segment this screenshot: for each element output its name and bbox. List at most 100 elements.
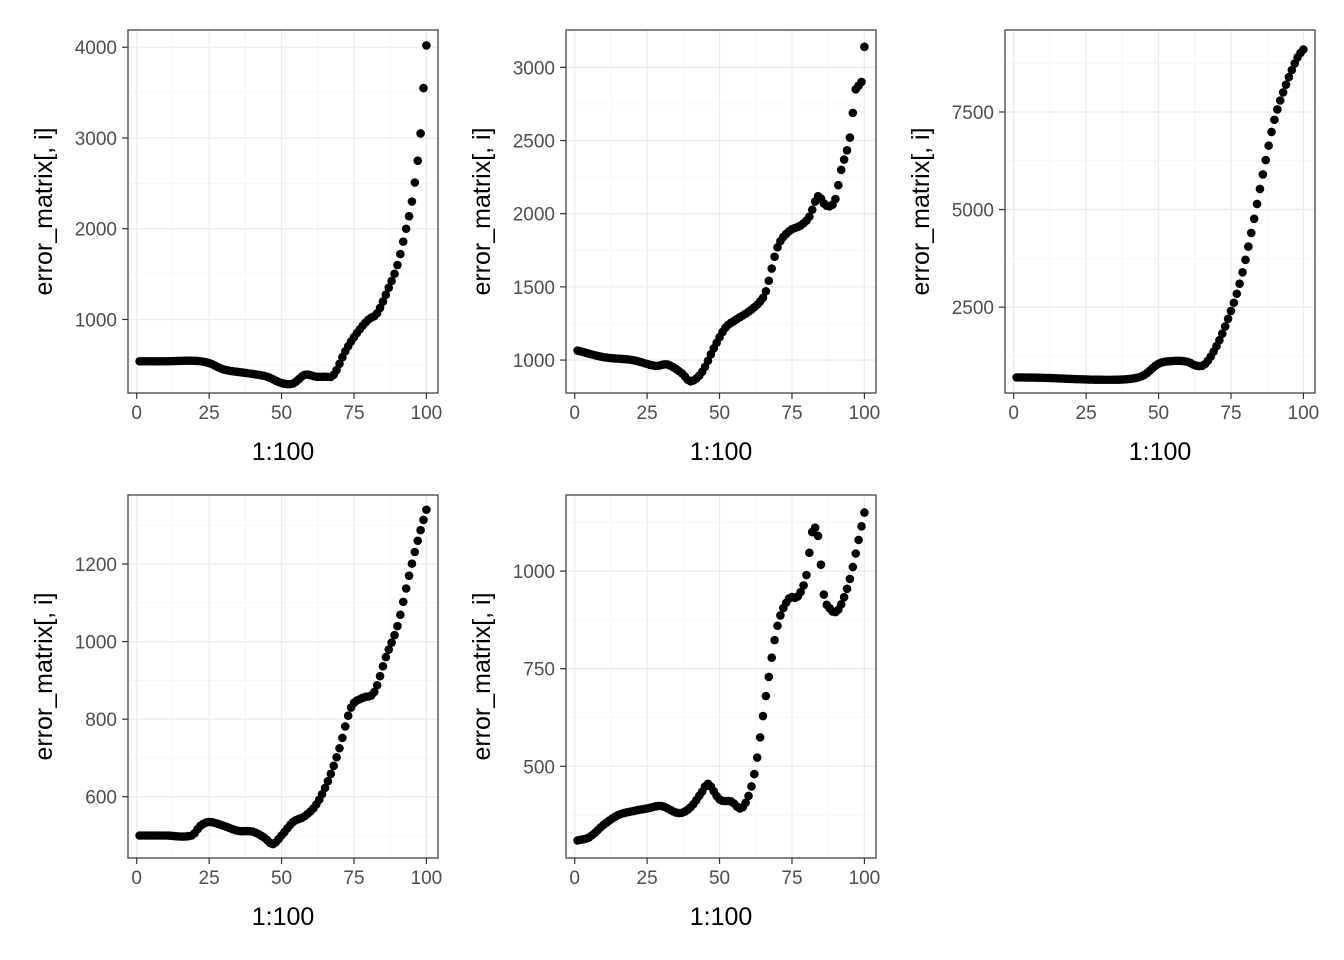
x-tick-label: 0 <box>569 868 580 889</box>
data-point <box>1284 72 1294 82</box>
data-point <box>802 570 811 580</box>
x-tick-label: 25 <box>199 403 220 424</box>
data-point <box>387 276 396 286</box>
y-axis-title: error_matrix[, i] <box>907 127 935 295</box>
data-point <box>422 505 431 515</box>
y-tick-label: 2500 <box>952 298 994 319</box>
data-point <box>799 581 808 590</box>
data-point <box>805 212 814 221</box>
x-axis-title: 1:100 <box>252 903 315 931</box>
data-point <box>381 652 391 662</box>
y-tick-label: 2500 <box>513 132 555 153</box>
data-point <box>758 293 768 303</box>
data-point <box>767 653 776 663</box>
y-tick-label: 2000 <box>513 205 555 226</box>
x-tick-label: 0 <box>1008 403 1019 424</box>
data-point <box>1215 335 1224 345</box>
data-point <box>750 769 759 779</box>
x-axis-title: 1:100 <box>690 438 753 466</box>
data-point <box>419 515 428 525</box>
panel-background <box>128 30 438 393</box>
y-tick-label: 500 <box>523 757 555 778</box>
x-tick-label: 75 <box>343 403 364 424</box>
data-points <box>1012 45 1308 385</box>
data-point <box>1252 199 1262 209</box>
x-tick-label: 50 <box>271 403 292 424</box>
x-tick-label: 25 <box>1076 403 1097 424</box>
data-point <box>372 680 382 690</box>
data-point <box>845 574 855 584</box>
data-point <box>378 297 388 306</box>
data-point <box>416 525 425 535</box>
data-point <box>1223 314 1233 324</box>
panel-border <box>565 29 877 394</box>
data-point <box>396 249 405 259</box>
data-point <box>1270 115 1279 125</box>
x-tick-label: 50 <box>271 868 292 889</box>
y-axis-title: error_matrix[, i] <box>30 127 58 295</box>
x-tick-label: 100 <box>1288 403 1320 424</box>
data-point <box>848 108 858 118</box>
data-point <box>335 359 344 369</box>
data-point <box>752 753 762 762</box>
x-tick-label: 75 <box>781 403 802 424</box>
data-point <box>773 621 782 631</box>
data-point <box>770 252 779 262</box>
y-tick-label: 600 <box>85 788 117 809</box>
data-point <box>857 522 866 531</box>
data-point <box>384 645 394 654</box>
x-tick-label: 0 <box>569 403 580 424</box>
data-point <box>404 211 414 221</box>
y-tick-label: 5000 <box>952 201 994 222</box>
data-point <box>1273 105 1282 114</box>
x-tick-label: 100 <box>411 403 443 424</box>
data-point <box>1281 80 1291 89</box>
data-point <box>1299 45 1308 54</box>
data-point <box>764 672 774 682</box>
data-point <box>401 584 411 593</box>
data-point <box>834 180 843 190</box>
data-point <box>1261 155 1271 165</box>
data-point <box>401 224 411 234</box>
data-point <box>390 269 399 279</box>
x-tick-label: 0 <box>131 403 142 424</box>
data-point <box>761 691 771 701</box>
data-points <box>573 508 869 845</box>
x-tick-label: 100 <box>411 868 443 889</box>
x-axis-title: 1:100 <box>252 438 315 466</box>
y-axis-title: error_matrix[, i] <box>30 592 58 760</box>
data-point <box>398 597 408 607</box>
y-tick-label: 3000 <box>75 129 117 150</box>
data-point <box>744 791 753 801</box>
data-point <box>410 547 420 557</box>
data-point <box>831 194 840 204</box>
data-point <box>796 587 805 597</box>
data-point <box>323 776 333 786</box>
data-point <box>381 290 391 300</box>
data-point <box>741 798 750 808</box>
x-tick-label: 75 <box>343 868 364 889</box>
data-point <box>320 783 330 793</box>
data-point <box>839 155 849 164</box>
data-point <box>393 260 402 270</box>
data-point <box>407 559 417 568</box>
y-tick-label: 1000 <box>513 351 555 372</box>
x-tick-label: 25 <box>637 868 658 889</box>
data-point <box>398 237 408 246</box>
data-point <box>819 590 829 599</box>
panel-2: 0 25 50 75 100 1000 1500 2000 2500 3000 1:100 error… <box>468 29 880 466</box>
data-point <box>842 146 852 155</box>
x-tick-label: 75 <box>781 868 802 889</box>
x-tick-label: 25 <box>199 868 220 889</box>
y-tick-label: 1200 <box>75 555 117 576</box>
panel-background <box>1005 30 1315 393</box>
data-point <box>378 661 388 671</box>
data-point <box>1235 279 1244 289</box>
data-point <box>1220 322 1230 331</box>
data-points <box>135 41 431 389</box>
data-point <box>1287 65 1297 75</box>
data-point <box>810 523 820 532</box>
data-point <box>375 671 385 681</box>
